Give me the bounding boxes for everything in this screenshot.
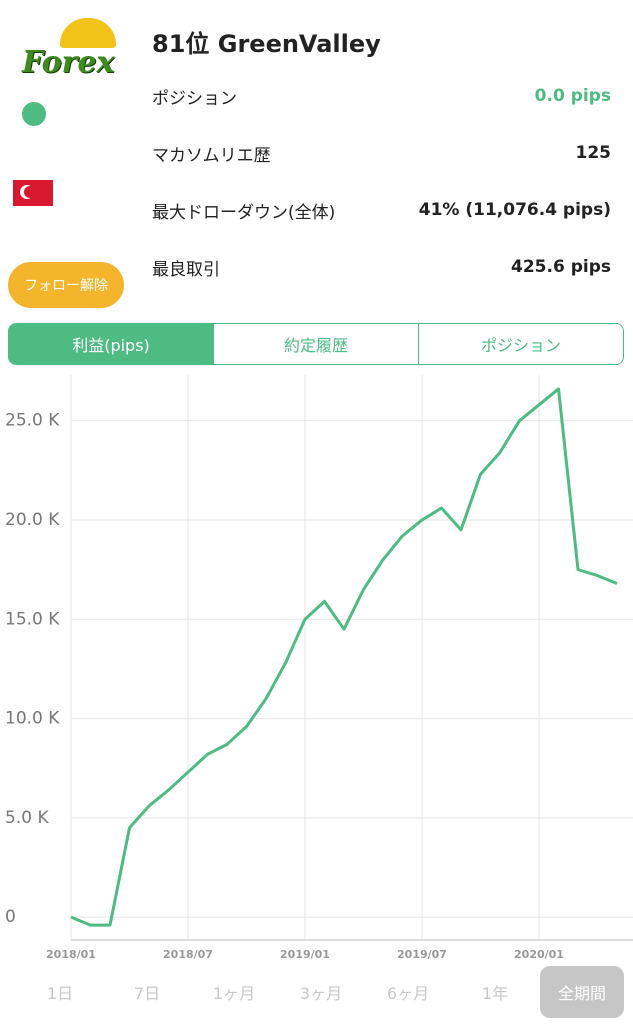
stat-row: 最大ドローダウン(全体) 41% (11,076.4 pips): [152, 195, 611, 225]
x-tick-label: 2020/01: [514, 948, 564, 961]
stat-row: ポジション 0.0 pips: [152, 81, 611, 111]
stat-value: 125: [575, 143, 612, 163]
chart: 0 5.0 K 10.0 K 15.0 K 20.0 K 25.0 K 2018/01 201…: [5, 375, 633, 961]
y-tick-label: 0: [5, 907, 16, 927]
flag: [13, 180, 53, 206]
logo-umbrella: [60, 18, 116, 48]
range-button[interactable]: 全期間: [540, 966, 624, 1018]
range-button[interactable]: 1日: [46, 984, 74, 1003]
y-tick-label: 10.0 K: [5, 709, 60, 729]
x-tick-label: 2019/01: [280, 948, 330, 961]
stat-value: 41% (11,076.4 pips): [418, 200, 611, 220]
tabs: 利益(pips) 約定履歴 ポジション: [8, 323, 624, 365]
stat-label: マカソムリエ歴: [152, 145, 271, 166]
avatar-icon: [22, 102, 46, 126]
y-tick-label: 20.0 K: [5, 510, 60, 530]
stat-value: 425.6 pips: [511, 257, 611, 277]
stat-row: 最良取引 425.6 pips: [152, 252, 611, 282]
stat-label: 最大ドローダウン(全体): [152, 202, 336, 223]
y-tick-label: 5.0 K: [5, 808, 49, 828]
trader-title: 81位 GreenValley: [152, 30, 381, 58]
range-button[interactable]: 7日: [133, 984, 161, 1003]
x-tick-label: 2018/01: [46, 948, 96, 961]
range-button[interactable]: 6ヶ月: [386, 984, 430, 1003]
range-button[interactable]: 1年: [481, 984, 509, 1003]
stat-row: マカソムリエ歴 125: [152, 138, 611, 168]
y-tick-label: 15.0 K: [5, 609, 60, 629]
y-tick-label: 25.0 K: [5, 411, 60, 431]
logo: Forex: [22, 45, 115, 80]
stat-value: 0.0 pips: [534, 86, 611, 106]
range-button[interactable]: 3ヶ月: [299, 984, 343, 1003]
tab[interactable]: 約定履歴: [213, 324, 418, 364]
x-tick-label: 2019/07: [397, 948, 447, 961]
x-tick-label: 2018/07: [163, 948, 213, 961]
tab[interactable]: 利益(pips): [9, 324, 213, 364]
stat-label: ポジション: [152, 88, 237, 109]
line: [70, 387, 618, 927]
stat-label: 最良取引: [152, 259, 220, 280]
range-button[interactable]: 1ヶ月: [212, 984, 256, 1003]
tab[interactable]: ポジション: [418, 324, 623, 364]
unfollow-button[interactable]: フォロー解除: [8, 262, 124, 308]
